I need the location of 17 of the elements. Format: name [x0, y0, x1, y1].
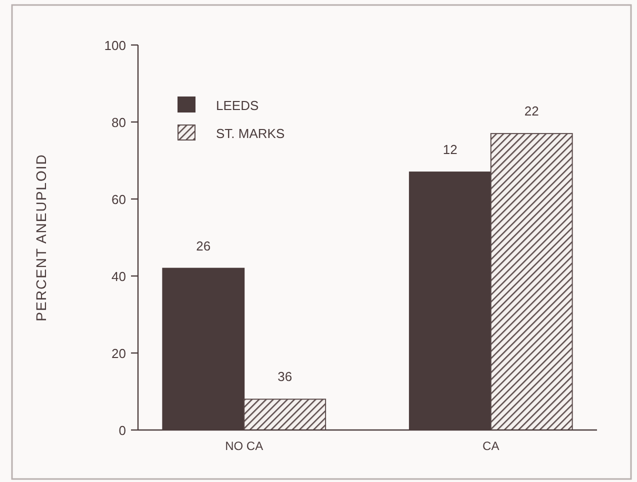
legend-label: LEEDS: [216, 98, 259, 113]
bar: [490, 133, 573, 430]
legend-label: ST. MARKS: [216, 126, 285, 141]
x-tick-label: NO CA: [225, 439, 264, 453]
y-tick-label: 40: [112, 269, 126, 284]
annotation: 22: [524, 104, 539, 119]
y-axis-title: PERCENT ANEUPLOID: [33, 154, 49, 322]
y-tick-label: 20: [112, 346, 126, 361]
x-tick-label: CA: [482, 439, 500, 453]
annotation: 26: [196, 238, 211, 254]
bar: [244, 398, 326, 430]
annotation: 36: [278, 369, 292, 384]
y-tick-label: 0: [118, 423, 126, 438]
annotation: 12: [442, 142, 458, 158]
y-tick-label: 100: [104, 38, 126, 53]
y-tick-label: 60: [112, 192, 126, 207]
y-tick-label: 80: [112, 115, 126, 130]
